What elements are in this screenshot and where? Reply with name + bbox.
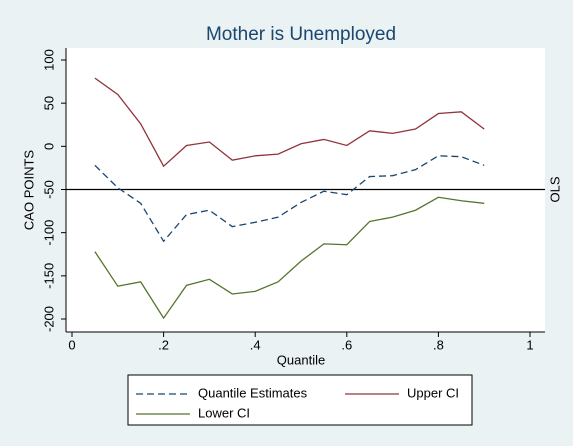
- x-tick-label: 1: [526, 337, 533, 352]
- y-tick-label: 0: [41, 143, 56, 150]
- legend-label: Upper CI: [407, 385, 459, 400]
- x-tick-label: 0: [68, 337, 75, 352]
- x-axis-label: Quantile: [277, 352, 325, 367]
- series-line: [94, 77, 485, 168]
- y-tick-label: 50: [41, 96, 56, 110]
- y-tick-label: -100: [41, 220, 56, 246]
- legend-label: Quantile Estimates: [198, 385, 308, 400]
- x-tick-label: .4: [250, 337, 261, 352]
- y-axis-label: CAO POINTS: [21, 150, 36, 231]
- y-tick-label: 100: [41, 49, 56, 71]
- chart-title: Mother is Unemployed: [206, 24, 396, 45]
- x-tick-label: .8: [433, 337, 444, 352]
- x-tick-label: .6: [341, 337, 352, 352]
- legend-label: Lower CI: [198, 405, 250, 420]
- y-tick-label: -200: [41, 306, 56, 332]
- reference-label: OLS: [547, 176, 562, 202]
- x-tick-label: .2: [158, 337, 169, 352]
- legend-box: [127, 374, 473, 426]
- y-tick-label: -50: [41, 180, 56, 199]
- y-tick-label: -150: [41, 263, 56, 289]
- series-line: [94, 196, 485, 320]
